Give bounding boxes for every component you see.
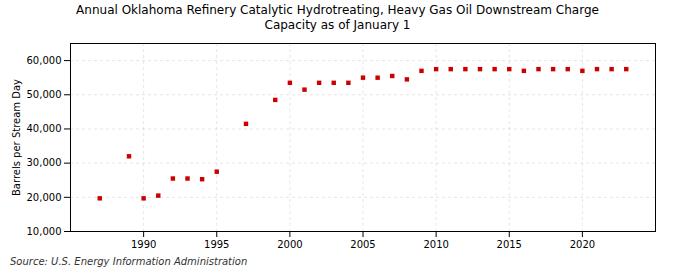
svg-text:10,000: 10,000 — [27, 226, 62, 237]
html-text:Source: U.S. Energy Informatio: Source: U.S. Energy Information Administ… — [10, 256, 248, 267]
svg-text:20,000: 20,000 — [27, 192, 62, 203]
svg-text:60,000: 60,000 — [27, 55, 62, 66]
svg-text:2015: 2015 — [497, 239, 522, 250]
svg-text:2005: 2005 — [350, 239, 375, 250]
html-text:Annual Oklahoma Refinery Catal: Annual Oklahoma Refinery Catalytic Hydro… — [76, 3, 599, 32]
svg-text:1995: 1995 — [204, 239, 229, 250]
svg-text:2020: 2020 — [570, 239, 595, 250]
svg-text:1990: 1990 — [131, 239, 156, 250]
svg-text:40,000: 40,000 — [27, 123, 62, 134]
svg-text:2010: 2010 — [423, 239, 448, 250]
svg-text:Barrels per Stream Day: Barrels per Stream Day — [11, 79, 22, 196]
svg-text:30,000: 30,000 — [27, 157, 62, 168]
svg-text:50,000: 50,000 — [27, 89, 62, 100]
svg-text:2000: 2000 — [277, 239, 302, 250]
